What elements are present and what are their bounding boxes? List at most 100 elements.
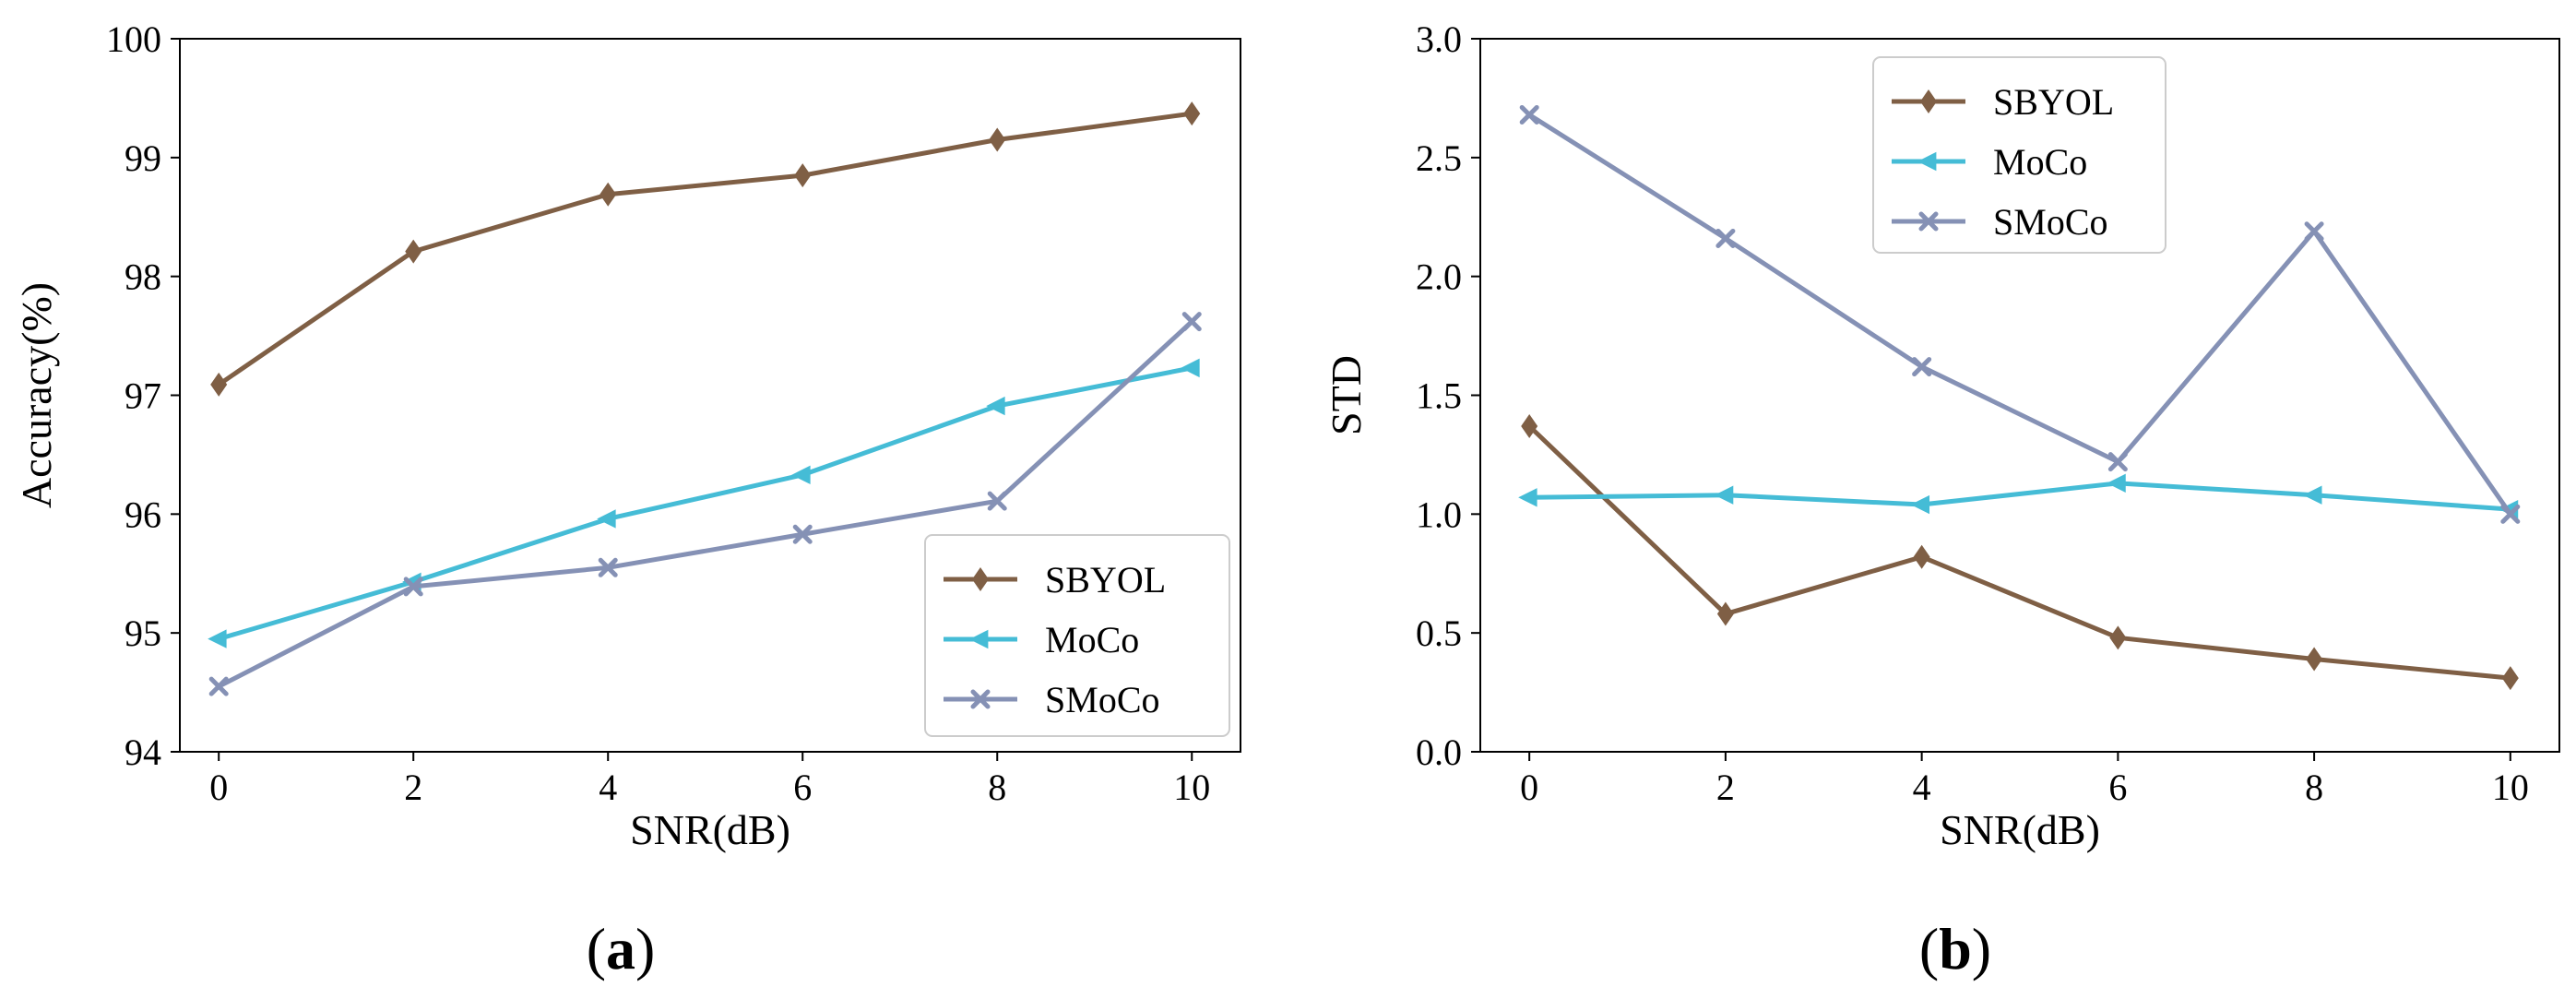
chart-a-series-sbyol-point [1183,101,1201,126]
chart-a-xlabel: SNR(dB) [630,806,790,853]
chart-b-series-smoco-point [1715,228,1736,248]
chart-a-xtick-label: 6 [793,767,812,808]
chart-a-series-moco-point [986,396,1005,416]
chart-a-ylabel: Accuracy(%) [13,282,60,508]
chart-b-series-smoco-point [2107,452,2128,472]
chart-b-series-moco-point [2303,485,2322,505]
chart-a-ytick-label: 98 [125,256,161,298]
chart-a-legend [924,534,1230,737]
chart-b-legend-entry-moco-marker [1917,151,1937,172]
chart-a-ytick-label: 100 [106,18,161,60]
chart-b-std: 0 2 4 6 8 10 0.0 0.5 1.0 1.5 2.0 2.5 3.0 SNR(dB) STD SB… [1323,18,2560,853]
chart-b-legend-entry-sbyol: SBYOL [1892,81,2114,123]
chart-b-series-smoco-point [1912,357,1932,377]
chart-b-xtick-label: 6 [2108,767,2127,808]
chart-a-series-sbyol-point [210,372,228,397]
chart-a-accuracy: 0 2 4 6 8 10 94 95 96 97 98 99 100 SNR(dB) Accuracy(%)… [13,18,1241,853]
chart-b-legend-entry-smoco: SMoCo [1892,201,2108,243]
chart-a-legend-entry-sbyol-marker [972,567,989,591]
chart-b-series-moco-point [2107,473,2126,494]
chart-b-series-moco-point [1714,485,1734,505]
chart-a-legend-entry-moco-label: MoCo [1045,619,1139,660]
chart-a-ytick-label: 96 [125,494,161,535]
chart-a-series-smoco-point [598,557,618,577]
chart-b-ytick-label: 1.5 [1416,375,1462,417]
chart-b-series-smoco-line [1527,113,2512,516]
chart-a-series-smoco-point [208,676,229,696]
chart-b-xlabel: SNR(dB) [1940,806,2100,853]
chart-a-series-moco-point [597,509,616,529]
chart-b-xtick-label: 8 [2305,767,2323,808]
chart-b-legend-entry-sbyol-label: SBYOL [1993,81,2114,123]
chart-b-series-moco [1518,473,2519,519]
chart-a-series-moco-point [208,629,227,648]
chart-b-series-moco-point [1518,488,1537,507]
chart-a-legend-entry-smoco: SMoCo [944,679,1160,720]
chart-b-series-sbyol-point [1913,544,1930,569]
chart-b-series-sbyol-point [2501,666,2519,691]
chart-a-ytick-label: 94 [125,731,161,773]
chart-b-series-smoco-point [1519,104,1539,125]
chart-a-series-moco-point [1181,358,1200,378]
chart-a-series-smoco-point [1181,312,1202,332]
chart-a-ytick-label: 95 [125,612,161,654]
chart-b-legend-entry-smoco-marker [1918,211,1939,232]
chart-a-series-sbyol-point [794,163,812,188]
chart-b-series-sbyol-point [1716,601,1734,626]
chart-a-xtick-label: 10 [1173,767,1210,808]
chart-a-series-sbyol-point [989,127,1006,152]
chart-b-series-sbyol-point [2109,625,2127,650]
chart-b-series-smoco-point [2500,504,2521,524]
chart-a-series-sbyol-point [405,239,422,264]
chart-a-ytick-label: 97 [125,375,161,417]
chart-a-legend-entry-moco-marker [969,629,989,649]
chart-b-series-smoco-point [2304,221,2324,242]
chart-a-series-smoco-point [987,491,1007,511]
chart-b-xtick-label: 2 [1716,767,1735,808]
chart-b-ylabel: STD [1323,355,1370,435]
panel-label-a: (a) [587,916,656,981]
chart-b-xtick-label: 0 [1520,767,1538,808]
chart-a-series-smoco-point [792,524,813,544]
chart-b-xtick-label: 4 [1913,767,1931,808]
chart-a-legend-entry-sbyol: SBYOL [944,559,1166,601]
chart-a-xtick-label: 8 [988,767,1006,808]
chart-b-legend-entry-moco: MoCo [1892,141,2087,183]
chart-b-series-moco-line [1529,481,2511,512]
chart-a-series-smoco-line [218,319,1193,689]
chart-a-series-moco-point [791,465,811,485]
chart-b-ytick-label: 2.0 [1416,256,1462,298]
chart-b-series-sbyol-point [2306,647,2323,672]
chart-b-ytick-label: 0.5 [1416,612,1462,654]
chart-a-series-sbyol [210,101,1201,397]
chart-a-series-smoco-point [403,577,423,597]
chart-a-legend-entry-moco: MoCo [944,619,1139,660]
chart-b-series-smoco [1519,104,2521,524]
chart-a-xtick-label: 0 [209,767,228,808]
chart-b-series-sbyol-line [1527,424,2511,681]
chart-b-series-moco-point [1910,494,1930,515]
chart-b-series-sbyol-point [1521,413,1538,438]
chart-b-legend [1872,56,2166,254]
chart-a-xtick-label: 4 [599,767,617,808]
panel-label-b: (b) [1919,916,1991,981]
chart-a-legend-entry-sbyol-label: SBYOL [1045,559,1166,601]
chart-a-ytick-label: 99 [125,137,161,179]
chart-a-series-moco-line [218,365,1193,642]
chart-b-ytick-label: 0.0 [1416,731,1462,773]
chart-b-legend-entry-smoco-label: SMoCo [1993,201,2108,243]
chart-a-series-sbyol-point [599,182,617,207]
chart-a-series-smoco [208,312,1202,696]
chart-b-ytick-label: 3.0 [1416,18,1462,60]
chart-a-legend-entry-smoco-marker [970,689,991,709]
chart-b-legend-entry-moco-label: MoCo [1993,141,2087,183]
chart-a-xtick-label: 2 [404,767,422,808]
chart-a-series-sbyol-line [217,111,1193,387]
chart-b-ytick-label: 2.5 [1416,137,1462,179]
chart-b-series-sbyol [1521,413,2519,691]
chart-b-legend-entry-sbyol-marker [1920,89,1937,113]
chart-b-xtick-label: 10 [2492,767,2529,808]
chart-b-ytick-label: 1.0 [1416,494,1462,535]
chart-a-legend-entry-smoco-label: SMoCo [1045,679,1160,720]
